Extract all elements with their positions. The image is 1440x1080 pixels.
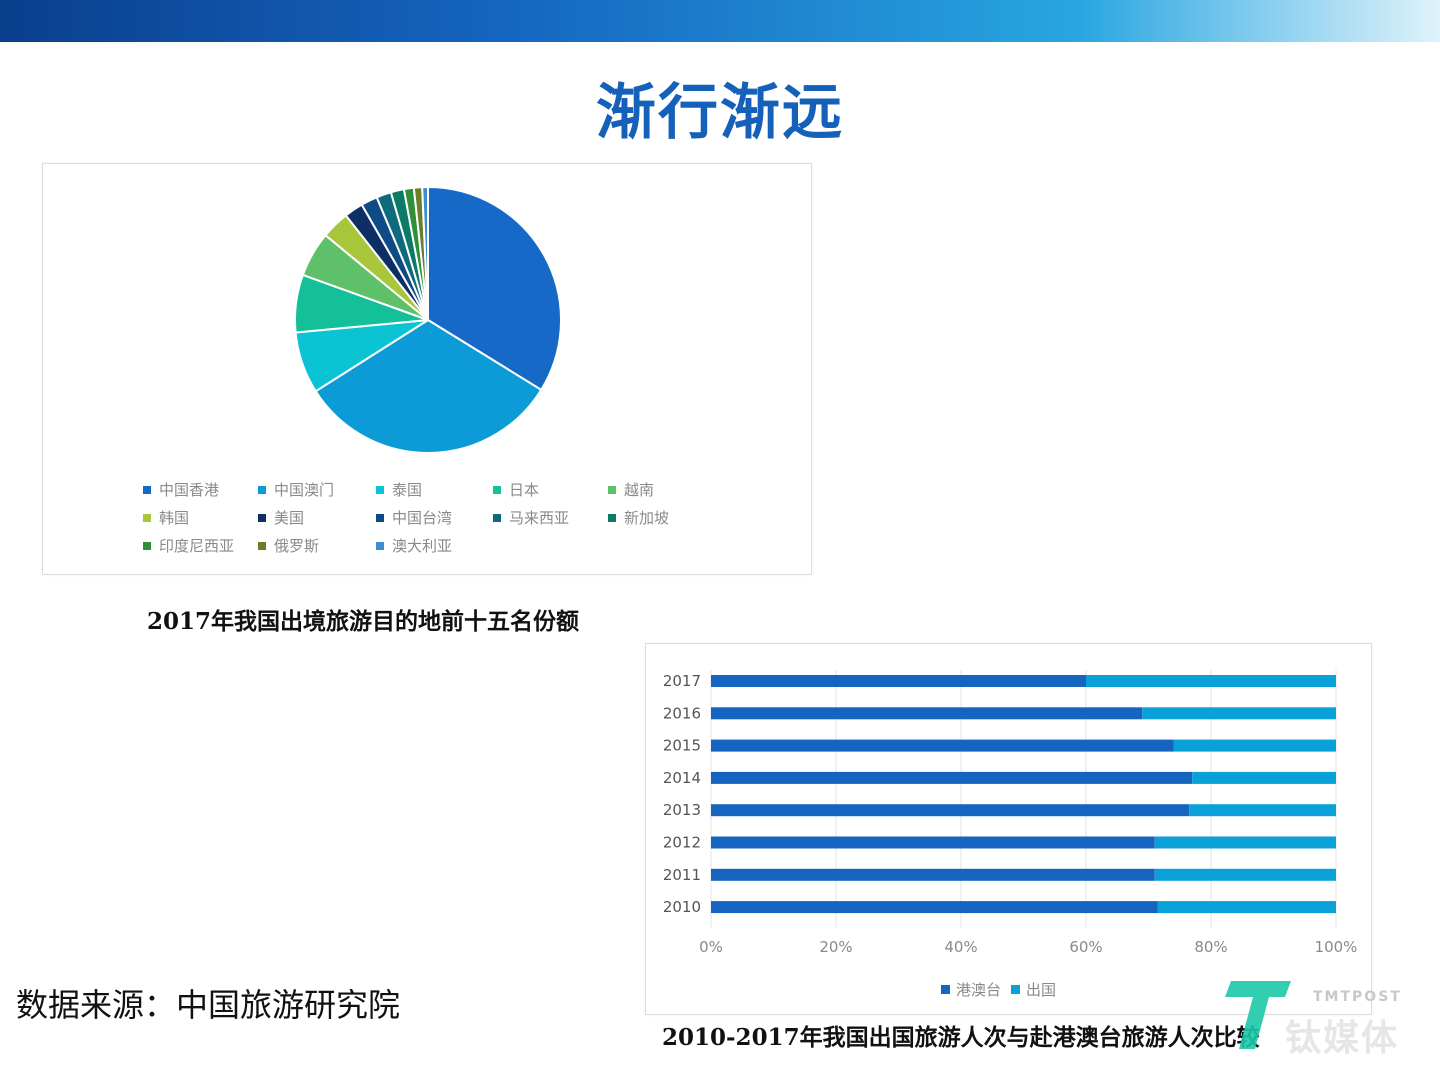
pie-legend-item-0: 中国香港 <box>143 479 219 500</box>
bar-2010-0 <box>711 901 1158 914</box>
pie-legend-label-5: 韩国 <box>159 509 190 527</box>
y-tick-label-2016: 2016 <box>663 704 701 722</box>
pie-legend-item-2: 泰国 <box>376 479 422 500</box>
bar-2012-0 <box>711 836 1155 849</box>
pie-legend-item-3: 日本 <box>493 479 539 500</box>
pie-legend-item-8: 马来西亚 <box>493 507 569 528</box>
bar-2015-0 <box>711 739 1174 752</box>
pie-slice-0 <box>427 185 562 392</box>
pie-legend-swatch-5 <box>143 513 151 522</box>
x-tick-label-2: 40% <box>944 938 977 956</box>
bar-2016-0 <box>711 707 1143 720</box>
pie-legend-swatch-9 <box>608 513 616 522</box>
legend-label-hk: 港澳台 <box>956 981 1002 999</box>
pie-legend-label-3: 日本 <box>509 481 540 499</box>
pie-legend-item-9: 新加坡 <box>608 507 669 528</box>
watermark-en: TMTPOST <box>1313 989 1402 1005</box>
y-tick-label-2010: 2010 <box>663 898 701 916</box>
pie-legend-swatch-6 <box>258 513 266 522</box>
pie-legend-item-10: 印度尼西亚 <box>143 535 234 556</box>
pie-chart-title: 2017年我国出境旅游目的地前十五名份额 <box>147 608 580 635</box>
pie-chart-panel: 中国香港 中国澳门 泰国 日本 越南韩国 美国 中国台湾 马来西亚 新加坡印度尼西亚 俄罗斯 澳大利… <box>42 163 812 575</box>
x-tick-label-0: 0% <box>699 938 723 956</box>
legend-swatch-hk <box>941 985 950 994</box>
pie-legend-swatch-0 <box>143 485 151 494</box>
bar-2010-1 <box>1157 901 1336 914</box>
pie-legend-swatch-12 <box>376 541 384 550</box>
pie-legend-swatch-1 <box>258 485 266 494</box>
y-tick-label-2015: 2015 <box>663 737 701 755</box>
pie-legend-swatch-2 <box>376 485 384 494</box>
pie-legend-label-4: 越南 <box>624 481 655 499</box>
bar-2016-1 <box>1142 707 1336 720</box>
pie-legend-label-6: 美国 <box>274 509 305 527</box>
legend-item-abroad: 出国 <box>1011 979 1056 1000</box>
pie-legend-swatch-8 <box>493 513 501 522</box>
pie-legend-item-7: 中国台湾 <box>376 507 452 528</box>
bar-legend: 港澳台 出国 <box>941 979 1056 1000</box>
top-banner <box>0 0 1440 42</box>
pie-legend-swatch-10 <box>143 541 151 550</box>
pie-legend-swatch-7 <box>376 513 384 522</box>
pie-legend-item-6: 美国 <box>258 507 304 528</box>
page-title: 渐行渐远 <box>596 78 844 148</box>
y-tick-label-2017: 2017 <box>663 672 701 690</box>
pie-chart <box>294 185 562 454</box>
bar-2013-1 <box>1189 804 1336 817</box>
pie-slice-1 <box>314 318 543 454</box>
bar-2014-1 <box>1192 771 1336 784</box>
x-tick-label-4: 80% <box>1194 938 1227 956</box>
x-tick-label-1: 20% <box>819 938 852 956</box>
legend-item-hk: 港澳台 <box>941 979 1001 1000</box>
pie-legend-swatch-11 <box>258 541 266 550</box>
pie-legend-label-9: 新加坡 <box>624 509 670 527</box>
pie-slice-12 <box>421 185 429 321</box>
bar-2011-1 <box>1154 868 1336 881</box>
pie-legend-label-10: 印度尼西亚 <box>159 537 235 555</box>
bar-chart-panel: 0% 20% 40% 60% 80% 100% 2017 2016 2015 2014 2013 20… <box>645 643 1372 1015</box>
pie-legend-label-8: 马来西亚 <box>509 509 570 527</box>
pie-legend-item-12: 澳大利亚 <box>376 535 452 556</box>
legend-swatch-abroad <box>1011 985 1021 994</box>
pie-legend-label-7: 中国台湾 <box>392 509 453 527</box>
y-tick-label-2011: 2011 <box>663 866 701 884</box>
pie-legend-item-4: 越南 <box>608 479 654 500</box>
pie-legend-label-1: 中国澳门 <box>274 481 335 499</box>
bar-chart-title: 2010-2017年我国出国旅游人次与赴港澳台旅游人次比较 <box>662 1024 1260 1051</box>
x-tick-label-5: 100% <box>1315 938 1358 956</box>
y-tick-label-2012: 2012 <box>663 834 701 852</box>
bar-2012-1 <box>1154 836 1336 849</box>
pie-legend-item-5: 韩国 <box>143 507 189 528</box>
data-source: 数据来源：中国旅游研究院 <box>16 986 401 1024</box>
pie-legend-item-11: 俄罗斯 <box>258 535 319 556</box>
bar-2017-0 <box>711 675 1086 687</box>
watermark-cn: 钛媒体 <box>1285 1018 1400 1059</box>
legend-label-abroad: 出国 <box>1026 981 1057 999</box>
bar-2014-0 <box>711 771 1193 784</box>
pie-legend-swatch-4 <box>608 485 616 494</box>
y-tick-label-2013: 2013 <box>663 801 701 819</box>
bar-2011-0 <box>711 868 1155 881</box>
pie-legend-label-0: 中国香港 <box>159 481 220 499</box>
pie-legend-swatch-3 <box>493 485 501 494</box>
pie-legend-label-11: 俄罗斯 <box>274 537 320 555</box>
pie-legend-item-1: 中国澳门 <box>258 479 334 500</box>
y-tick-label-2014: 2014 <box>663 769 701 787</box>
bar-2015-1 <box>1173 739 1336 752</box>
watermark-logo: TMTPOST 钛媒体 <box>1225 975 1425 1059</box>
bar-2017-1 <box>1086 675 1336 687</box>
pie-legend-label-12: 澳大利亚 <box>392 537 453 555</box>
pie-legend-label-2: 泰国 <box>392 481 423 499</box>
bar-2013-0 <box>711 804 1190 817</box>
tmtpost-logo-icon <box>1225 981 1291 1049</box>
x-tick-label-3: 60% <box>1069 938 1102 956</box>
bar-chart: 0% 20% 40% 60% 80% 100% 2017 2016 2015 2014 2013 20… <box>663 670 1358 956</box>
